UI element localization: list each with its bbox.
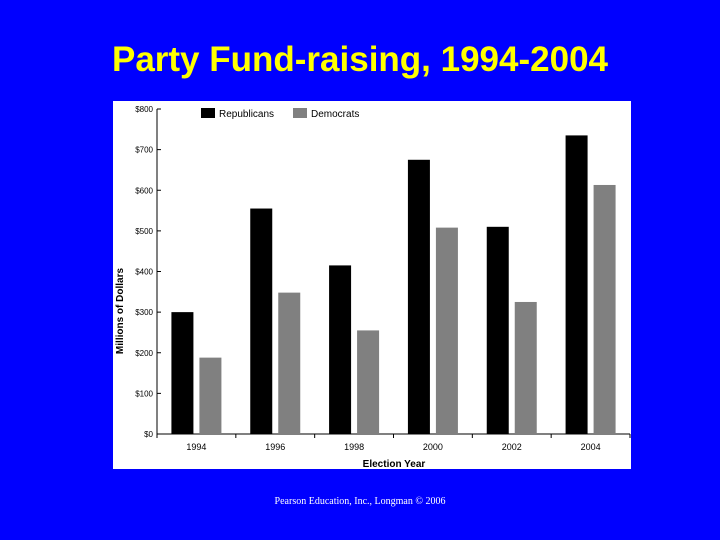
x-tick-label: 2000: [423, 442, 443, 452]
x-axis-title: Election Year: [363, 459, 426, 469]
x-tick-label: 2002: [502, 442, 522, 452]
bar-democrats-1998: [357, 330, 380, 434]
y-axis: $0 $100 $200 $300 $400 $500 $600 $700 $800: [135, 105, 161, 439]
fundraising-bar-chart: $0$100$200$300$400$500$600$700$800 1994 1…: [115, 105, 631, 469]
bar-democrats-1994: [199, 357, 222, 434]
y-tick-label: $500: [135, 227, 153, 236]
y-tick-label: $600: [135, 186, 153, 195]
y-tick-label: $200: [135, 349, 153, 358]
y-tick-label: $800: [135, 105, 153, 114]
y-tick-label: $700: [135, 146, 153, 155]
bar-republicans-1998: [329, 265, 352, 434]
x-tick-label: 2004: [581, 442, 601, 452]
bar-republicans-2000: [407, 159, 430, 434]
x-tick-label: 1996: [265, 442, 285, 452]
legend-swatch-democrats: [293, 108, 307, 118]
y-tick-label: $300: [135, 308, 153, 317]
chart-panel: $0 $100 $200 $300 $400 $500 $600 $700 $800 1994 1…: [113, 101, 631, 469]
bar-republicans-2004: [565, 135, 588, 434]
bar-republicans-1996: [250, 208, 273, 434]
bar-republicans-1994: [171, 312, 194, 434]
bar-republicans-2002: [486, 226, 509, 434]
legend-swatch-republicans: [201, 108, 215, 118]
bar-democrats-2000: [435, 227, 458, 434]
y-axis-title: Millions of Dollars: [115, 268, 126, 355]
copyright-footer: Pearson Education, Inc., Longman © 2006: [274, 496, 446, 507]
y-tick-label: $400: [135, 268, 153, 277]
legend-label-republicans: Republicans: [219, 109, 274, 120]
legend: Republicans Democrats: [201, 108, 359, 120]
legend-label-democrats: Democrats: [311, 109, 359, 120]
bars: [171, 135, 616, 434]
x-axis: 1994 1996 1998 2000 2002 2004: [156, 433, 631, 452]
y-tick-label: $100: [135, 389, 153, 398]
y-tick-label: $0: [144, 430, 153, 439]
x-tick-label: 1994: [186, 442, 206, 452]
x-tick-label: 1998: [344, 442, 364, 452]
bar-democrats-2004: [593, 184, 616, 434]
bar-democrats-2002: [514, 301, 537, 434]
slide-title: Party Fund-raising, 1994-2004: [111, 40, 609, 79]
bar-democrats-1996: [278, 292, 301, 434]
